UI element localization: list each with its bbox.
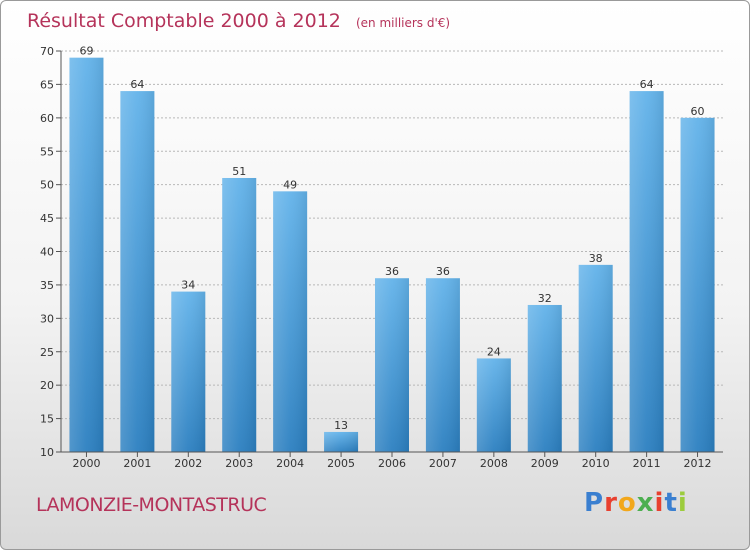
y-tick-label: 70 [40,45,54,58]
x-axis: 2000 2001 2002 2003 2004 2005 2006 2007 2008 2009… [61,451,723,470]
logo-letter: i [677,488,688,518]
y-tick-label: 55 [40,145,54,158]
y-tick-label: 10 [40,446,54,459]
data-label-2000: 69 [79,45,93,58]
logo-letter: r [604,488,618,518]
bar-shine-2011 [629,91,664,452]
data-label-2002: 34 [181,279,195,292]
bar-shine-2007 [425,278,460,452]
x-tick-label: 2004 [276,457,304,470]
commune-name: LAMONZIE-MONTASTRUC [36,494,267,516]
data-label-2010: 38 [589,252,603,265]
y-tick-label: 25 [40,346,54,359]
y-tick-label: 30 [40,312,54,325]
x-tick-label: 2001 [123,457,151,470]
x-tick-label: 2005 [327,457,355,470]
data-label-2012: 60 [691,105,705,118]
chart-title: Résultat Comptable 2000 à 2012 (en milli… [27,10,450,32]
bar-shine-2008 [476,358,511,452]
data-label-2005: 13 [334,419,348,432]
bar-shine-2001 [120,91,155,452]
x-tick-label: 2002 [174,457,202,470]
bar-shine-2009 [527,304,562,452]
y-tick-label: 35 [40,279,54,292]
x-tick-label: 2000 [72,457,100,470]
bar-shine-2000 [69,57,104,452]
y-axis: 10 15 20 25 30 35 40 45 50 55 60 65 70 [40,45,62,459]
bar-shine-2012 [680,117,715,452]
bar-shine-2002 [171,291,206,452]
x-tick-label: 2012 [684,457,712,470]
chart-subtitle: (en milliers d'€) [356,16,450,30]
y-tick-label: 20 [40,379,54,392]
y-tick-label: 50 [40,179,54,192]
y-tick-label: 65 [40,78,54,91]
x-tick-label: 2008 [480,457,508,470]
bar-shine-2005 [324,431,359,452]
y-tick-label: 15 [40,413,54,426]
bars: 69 64 34 51 49 13 36 36 24 32 38 64 60 [69,45,715,452]
y-tick-label: 60 [40,112,54,125]
bar-shine-2006 [375,278,409,452]
x-tick-label: 2010 [582,457,610,470]
proxiti-logo: Proxiti [584,488,688,518]
chart-title-main: Résultat Comptable 2000 à 2012 [27,10,341,32]
x-tick-label: 2003 [225,457,253,470]
data-label-2006: 36 [385,265,399,278]
logo-letter: x [636,488,655,518]
data-label-2003: 51 [232,165,246,178]
data-label-2011: 64 [640,78,654,91]
y-tick-label: 40 [40,246,54,259]
data-label-2001: 64 [130,78,144,91]
x-tick-label: 2011 [633,457,661,470]
logo-letter: i [654,488,665,518]
logo-letter: t [664,488,678,518]
data-label-2009: 32 [538,292,552,305]
x-tick-label: 2006 [378,457,406,470]
x-tick-label: 2009 [531,457,559,470]
x-tick-label: 2007 [429,457,457,470]
logo-letter: o [617,488,637,518]
bar-shine-2003 [222,177,257,452]
bar-shine-2004 [273,191,308,452]
y-tick-label: 45 [40,212,54,225]
data-label-2008: 24 [487,345,501,358]
data-label-2007: 36 [436,265,450,278]
bar-shine-2010 [578,264,613,452]
data-label-2004: 49 [283,178,297,191]
logo-letter: P [584,488,605,518]
